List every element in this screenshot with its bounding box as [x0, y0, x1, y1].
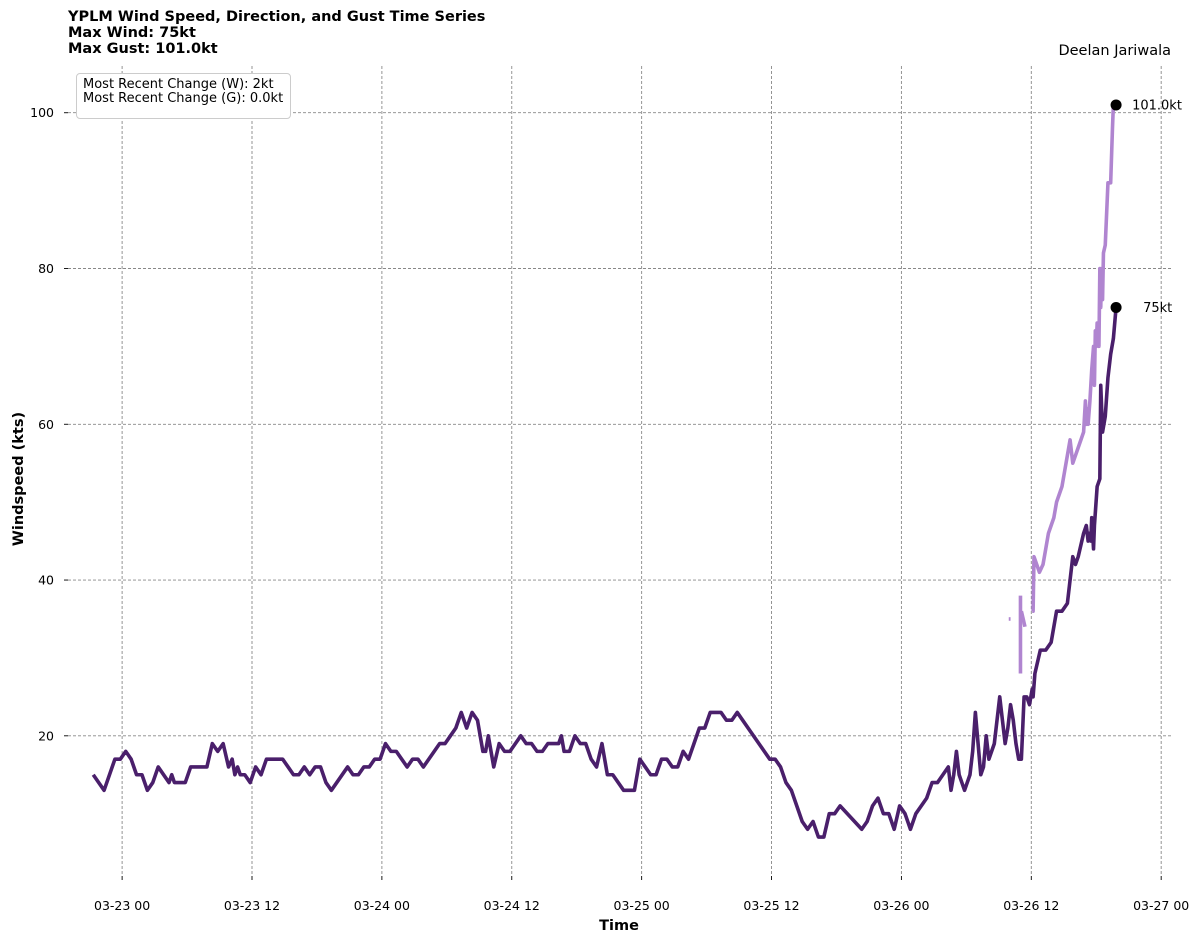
x-tick-label: 03-26 12: [1003, 898, 1059, 913]
annotation-layer: 101.0kt 75kt: [1110, 98, 1182, 316]
max-gust-label: Max Gust: 101.0kt: [68, 41, 218, 57]
max-point-label: 75kt: [1143, 301, 1172, 316]
y-tick-label: 60: [38, 417, 54, 432]
recent-change-box: Most Recent Change (W): 2kt Most Recent …: [76, 73, 291, 119]
max-point-label: 101.0kt: [1132, 98, 1182, 113]
chart-title-block: YPLM Wind Speed, Direction, and Gust Tim…: [68, 9, 485, 57]
x-axis-label: Time: [599, 918, 639, 934]
gust-series-line: [1019, 610, 1027, 628]
max-wind-label: Max Wind: 75kt: [68, 25, 196, 41]
x-tick-label: 03-24 00: [354, 898, 410, 913]
x-tick-label: 03-25 00: [614, 898, 670, 913]
tick-layer: 03-23 00 03-23 12 03-24 00 03-24 12 03-25 00…: [30, 105, 1189, 913]
x-tick-label: 03-26 00: [873, 898, 929, 913]
x-tick-label: 03-24 12: [484, 898, 540, 913]
max-point-marker: [1110, 99, 1122, 111]
gust-series-line: [1031, 103, 1117, 613]
x-tick-label: 03-23 12: [224, 898, 280, 913]
y-tick-label: 20: [38, 728, 54, 743]
y-tick-label: 100: [30, 105, 54, 120]
y-tick-label: 40: [38, 573, 54, 588]
author-credit: Deelan Jariwala: [1058, 43, 1171, 59]
y-tick-label: 80: [38, 261, 54, 276]
series-layer: [91, 103, 1118, 839]
wind-series-line: [91, 307, 1118, 839]
grid-layer: [68, 66, 1172, 876]
x-tick-label: 03-25 12: [743, 898, 799, 913]
chart-title: YPLM Wind Speed, Direction, and Gust Tim…: [68, 9, 486, 25]
x-tick-label: 03-23 00: [94, 898, 150, 913]
x-tick-label: 03-27 00: [1133, 898, 1189, 913]
recent-change-wind: Most Recent Change (W): 2kt: [83, 77, 274, 92]
recent-change-gust: Most Recent Change (G): 0.0kt: [83, 91, 284, 106]
max-point-marker: [1110, 301, 1122, 313]
y-axis-label: Windspeed (kts): [11, 412, 27, 546]
